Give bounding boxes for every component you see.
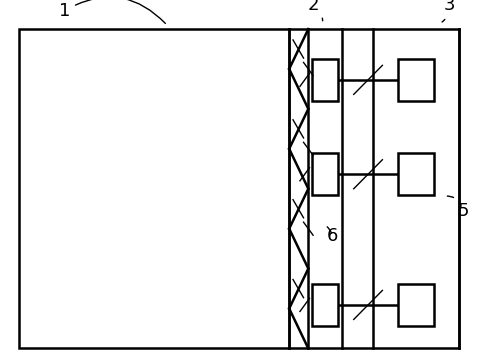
Text: 5: 5: [447, 196, 469, 220]
Bar: [312, 284, 338, 326]
Bar: [398, 284, 434, 326]
Bar: [312, 153, 338, 195]
Text: 1: 1: [59, 0, 165, 23]
Bar: [398, 153, 434, 195]
Bar: [19, 29, 289, 348]
Text: 3: 3: [442, 0, 455, 22]
Text: 6: 6: [326, 227, 338, 245]
Bar: [398, 59, 434, 101]
Text: 2: 2: [307, 0, 323, 21]
Bar: [312, 59, 338, 101]
